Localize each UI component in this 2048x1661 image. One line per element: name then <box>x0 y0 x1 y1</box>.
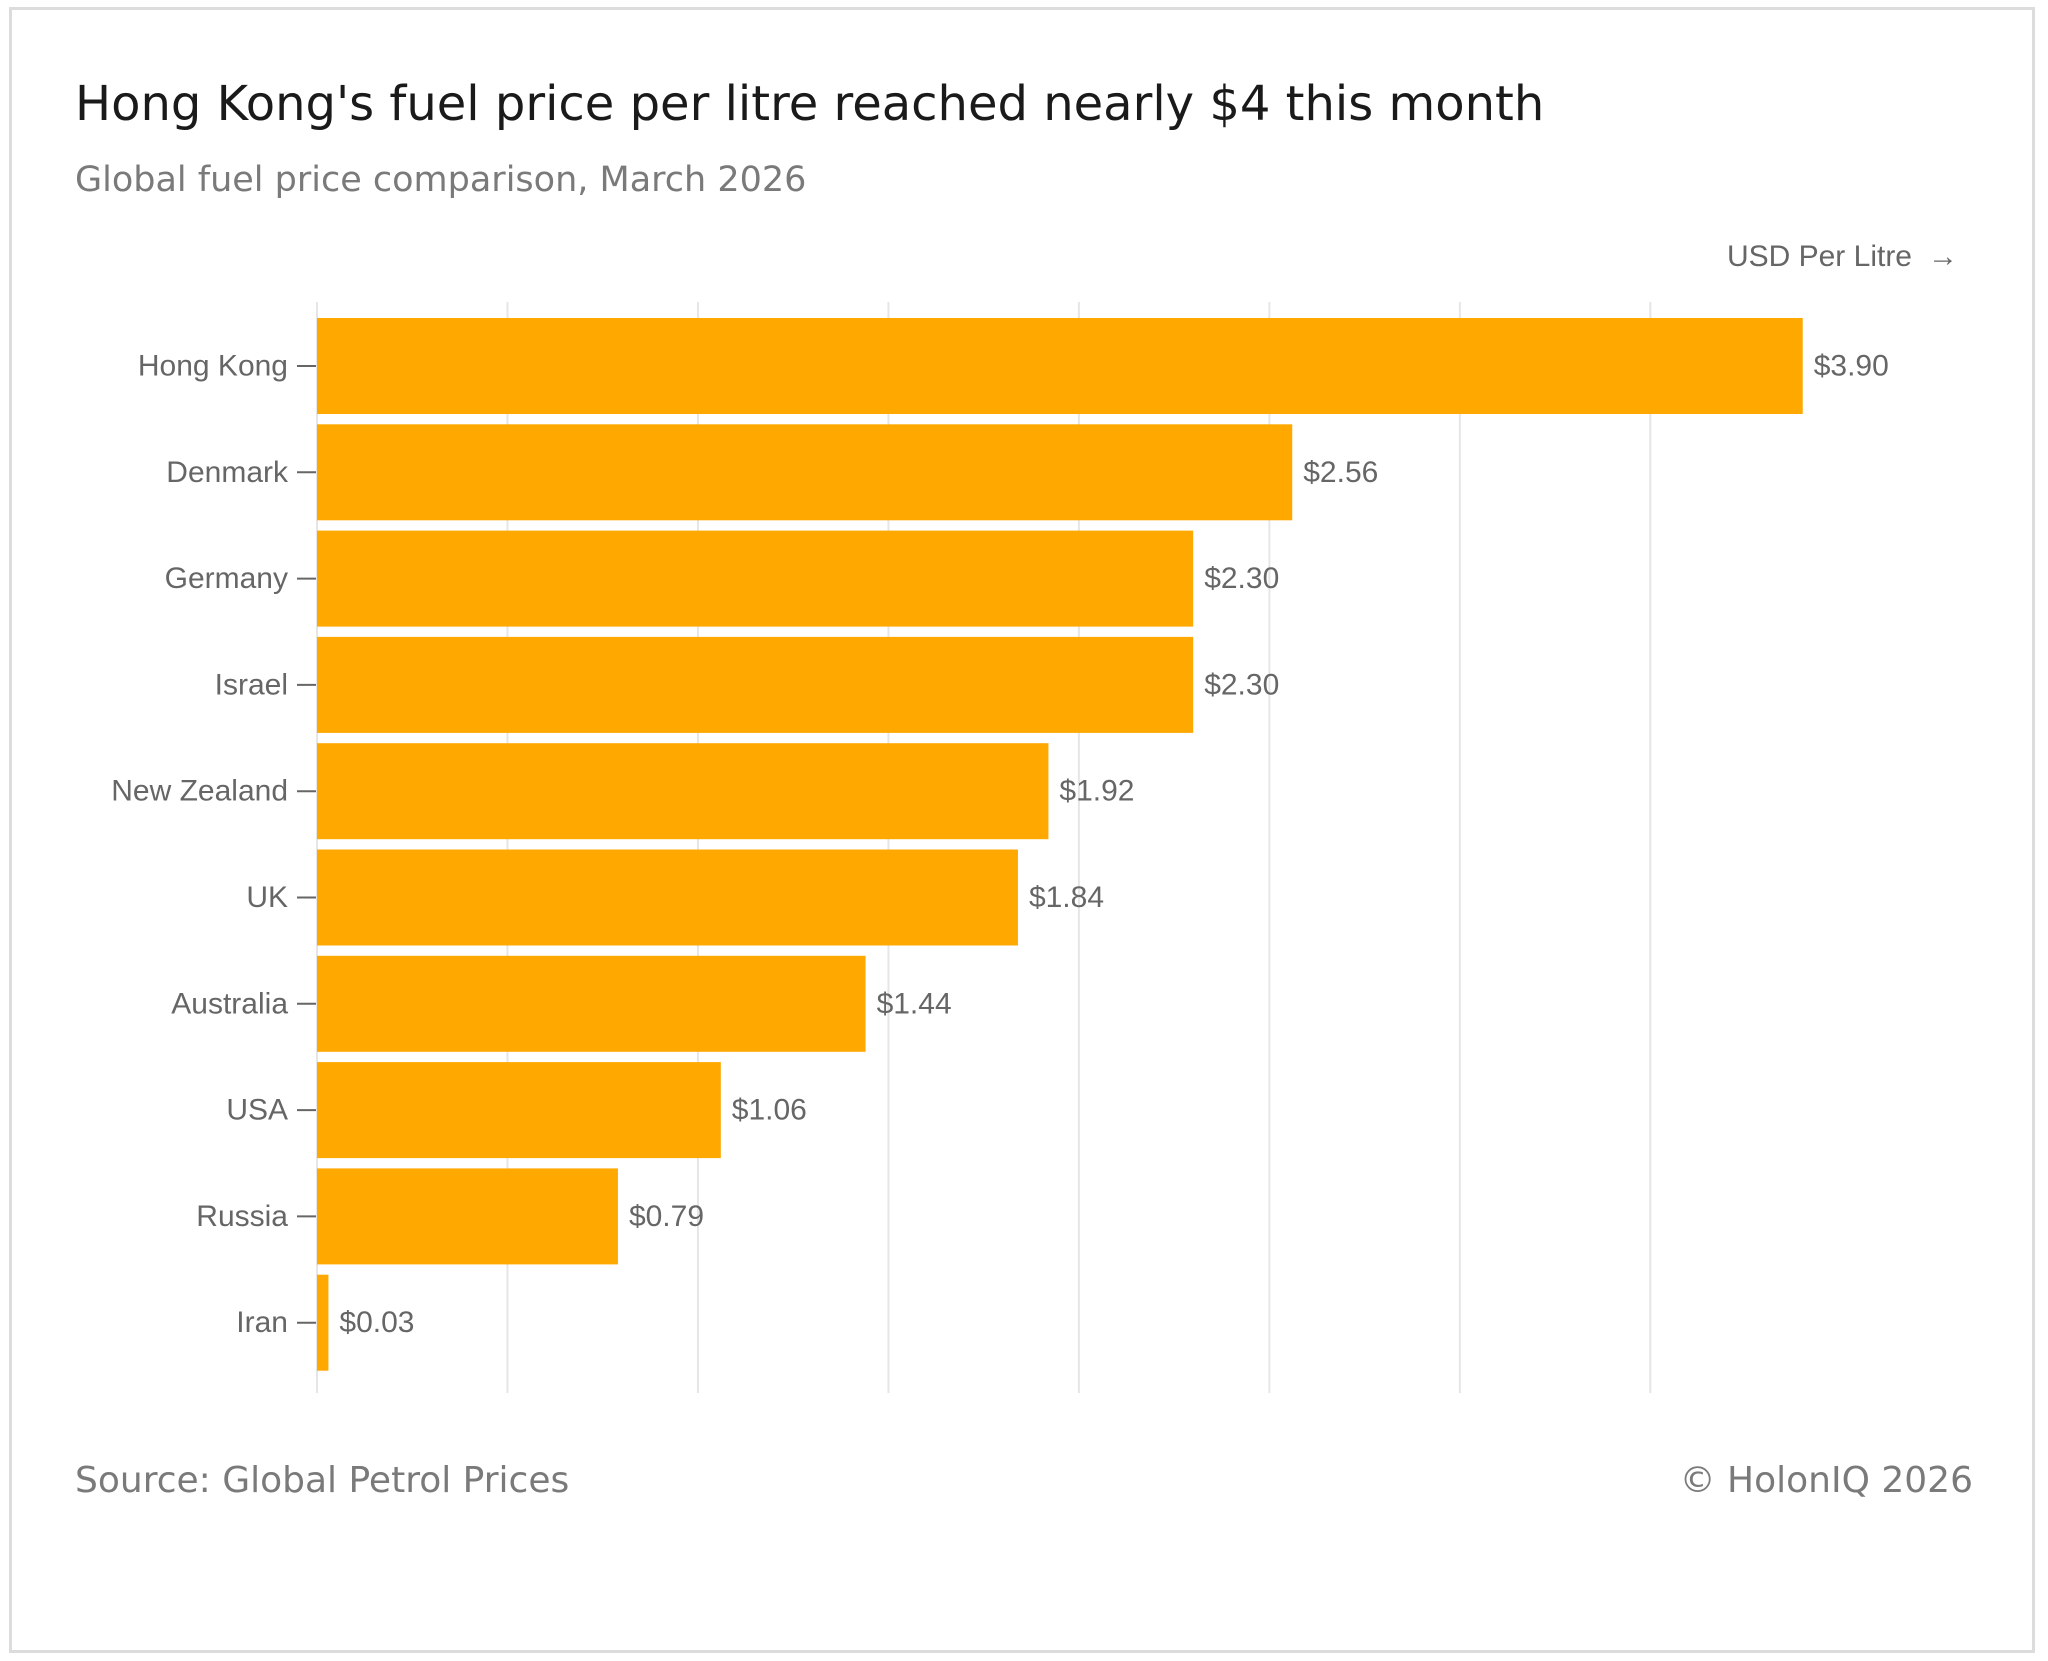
value-label: $1.92 <box>1059 775 1134 808</box>
arrow-right-icon: → <box>1928 240 1958 273</box>
category-label: Germany <box>165 562 288 595</box>
chart-title: Hong Kong's fuel price per litre reached… <box>75 76 1545 132</box>
bar <box>317 318 1803 414</box>
bar <box>317 1062 721 1159</box>
category-label: Iran <box>236 1306 288 1339</box>
bar <box>317 743 1049 840</box>
bar <box>317 955 866 1052</box>
axis-unit-label: USD Per Litre → <box>1727 240 1958 274</box>
value-label: $2.30 <box>1204 668 1279 701</box>
category-label: Russia <box>196 1200 288 1233</box>
bar <box>317 849 1018 946</box>
value-label: $1.84 <box>1029 881 1104 914</box>
category-label: Hong Kong <box>138 350 288 383</box>
value-label: $3.90 <box>1814 350 1889 383</box>
category-label: UK <box>246 881 288 914</box>
bar <box>317 1274 329 1371</box>
bar <box>317 530 1194 627</box>
copyright-note: © HolonIQ 2026 <box>1679 1460 1973 1501</box>
value-label: $1.44 <box>877 987 952 1020</box>
value-label: $2.56 <box>1303 456 1378 489</box>
value-label: $1.06 <box>732 1094 807 1127</box>
source-note: Source: Global Petrol Prices <box>75 1460 570 1501</box>
axis-unit-text: USD Per Litre <box>1726 240 1912 273</box>
category-label: USA <box>226 1094 288 1127</box>
value-label: $2.30 <box>1204 562 1279 595</box>
value-label: $0.03 <box>339 1306 414 1339</box>
bar <box>317 636 1194 733</box>
bar <box>317 1168 618 1265</box>
category-label: New Zealand <box>111 775 288 808</box>
category-label: Denmark <box>166 456 289 489</box>
chart-subtitle: Global fuel price comparison, March 2026 <box>75 160 807 200</box>
category-label: Australia <box>171 987 288 1020</box>
value-label: $0.79 <box>629 1200 704 1233</box>
bar <box>317 424 1293 521</box>
category-label: Israel <box>215 668 288 701</box>
